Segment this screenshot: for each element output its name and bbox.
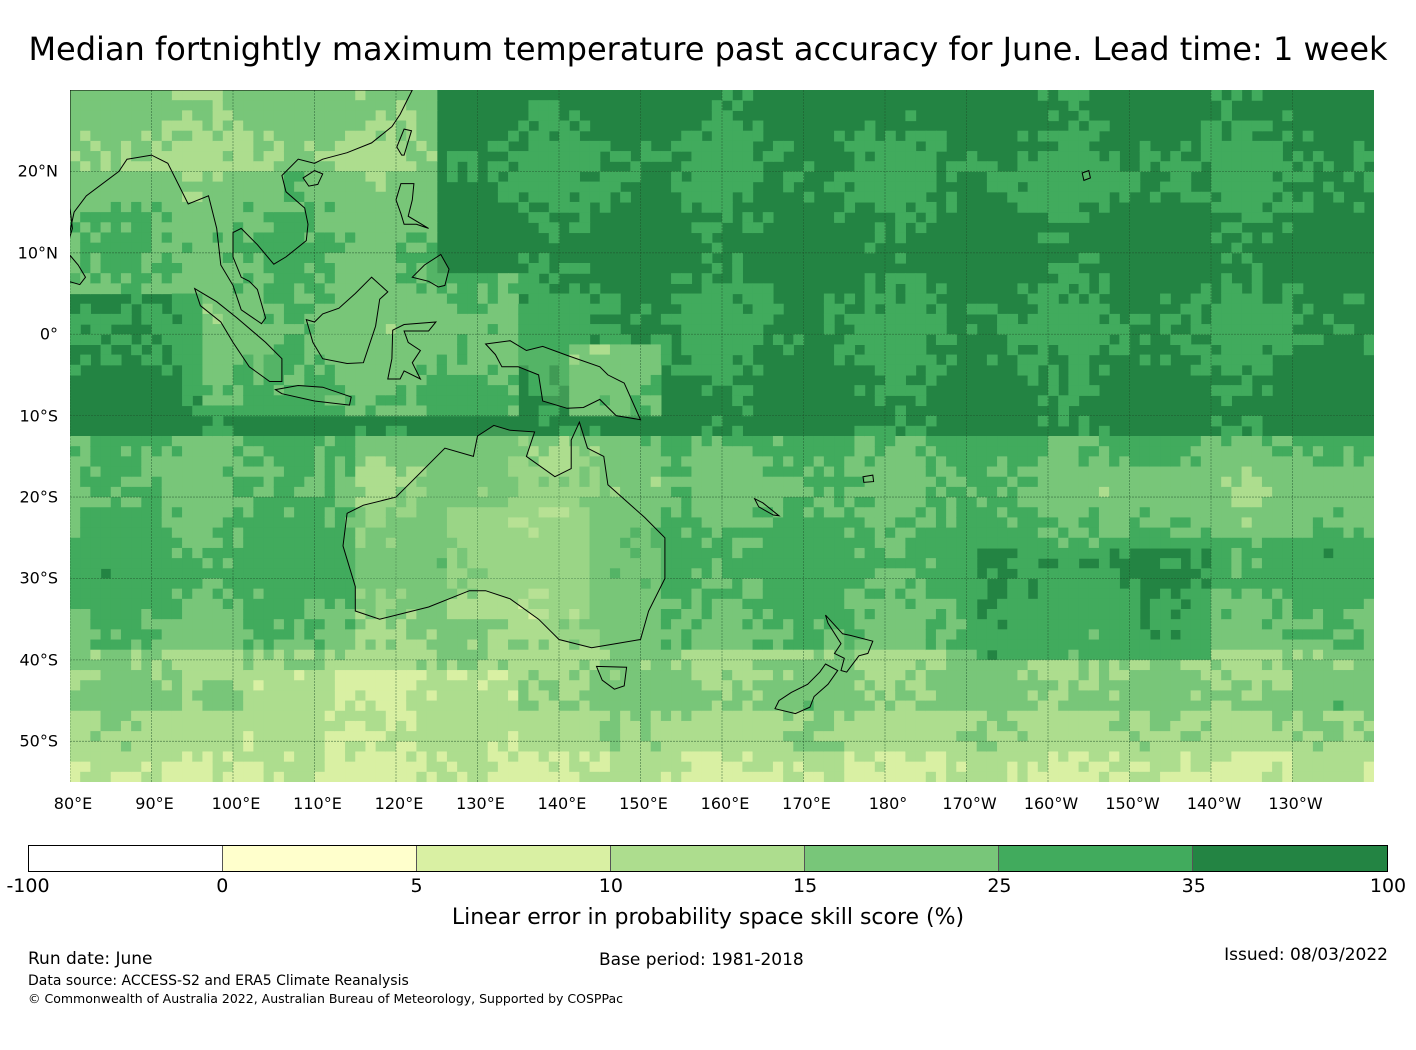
longitude-label: 80°E <box>53 794 93 813</box>
latitude-label: 20°N <box>17 161 58 181</box>
colorbar-segment <box>29 846 223 871</box>
longitude-label: 110°E <box>293 794 342 813</box>
taiwan-coast <box>396 128 413 156</box>
run-date: Run date: June <box>28 949 153 969</box>
latitude-label: 10°N <box>17 243 58 263</box>
asia-mainland-coast <box>70 90 413 325</box>
colorbar-title: Linear error in probability space skill … <box>451 905 965 930</box>
issued-date: Issued: 08/03/2022 <box>1224 945 1388 965</box>
data-source: Data source: ACCESS-S2 and ERA5 Climate … <box>28 973 409 989</box>
tasmania-coast <box>595 665 628 690</box>
colorbar-segment <box>999 846 1193 871</box>
colorbar-segment <box>1193 846 1387 871</box>
longitude-label: 150°E <box>619 794 668 813</box>
sumatra-coast <box>193 287 283 382</box>
longitude-label: 140°W <box>1186 794 1242 813</box>
colorbar-segment <box>223 846 417 871</box>
latitude-label: 30°S <box>19 568 58 588</box>
borneo-coast <box>305 276 389 365</box>
hawaii-coast <box>1081 169 1091 182</box>
longitude-label: 90°E <box>135 794 174 813</box>
hainan-coast <box>302 170 324 187</box>
colorbar-tick-label: 5 <box>410 875 423 897</box>
latitude-label: 10°S <box>19 406 58 426</box>
new-caledonia-coast <box>753 497 781 517</box>
colorbar-tick-label: 15 <box>793 875 818 897</box>
latitude-label: 50°S <box>19 731 58 751</box>
latitude-label: 20°S <box>19 487 58 507</box>
latitude-label: 0° <box>39 324 58 344</box>
longitude-label: 100°E <box>211 794 261 813</box>
copyright: © Commonwealth of Australia 2022, Austra… <box>28 991 623 1006</box>
longitude-label: 130°W <box>1268 794 1323 813</box>
longitude-label: 170°E <box>782 794 831 813</box>
colorbar-tick-label: 10 <box>598 875 623 897</box>
longitude-label: 170°W <box>942 794 997 813</box>
skill-score-map <box>70 90 1374 782</box>
colorbar-tick-label: 0 <box>216 875 229 897</box>
longitude-label: 130°E <box>456 794 505 813</box>
longitude-label: 120°E <box>374 794 424 813</box>
coastlines <box>70 90 1091 715</box>
longitude-label: 160°W <box>1023 794 1079 813</box>
map-title: Median fortnightly maximum temperature p… <box>28 30 1388 68</box>
java-coast <box>274 384 352 406</box>
longitude-label: 150°W <box>1105 794 1160 813</box>
colorbar-segment <box>805 846 999 871</box>
colorbar-tick-label: 25 <box>987 875 1012 897</box>
colorbar-segment <box>611 846 805 871</box>
colorbar <box>28 845 1388 872</box>
skill-score-field <box>70 90 1374 782</box>
colorbar-tick-label: 35 <box>1181 875 1206 897</box>
sulawesi-coast <box>387 321 438 381</box>
latitude-label: 40°S <box>19 650 58 670</box>
luzon-coast <box>395 183 429 229</box>
longitude-label: 140°E <box>537 794 587 813</box>
base-period: Base period: 1981-2018 <box>599 950 804 970</box>
colorbar-tick-label: -100 <box>6 875 50 897</box>
longitude-label: 160°E <box>700 794 750 813</box>
mindanao-coast <box>411 253 450 288</box>
australia-coast <box>342 420 666 649</box>
longitude-label: 180° <box>868 794 908 813</box>
sri-lanka-coast <box>70 254 87 286</box>
colorbar-segment <box>417 846 611 871</box>
colorbar-tick-label: 100 <box>1369 875 1407 897</box>
graticule <box>70 90 1374 782</box>
new-zealand-south-coast <box>774 663 839 715</box>
fiji-coast <box>862 474 875 483</box>
new-guinea-coast <box>484 340 642 421</box>
new-zealand-north-coast <box>825 614 874 673</box>
